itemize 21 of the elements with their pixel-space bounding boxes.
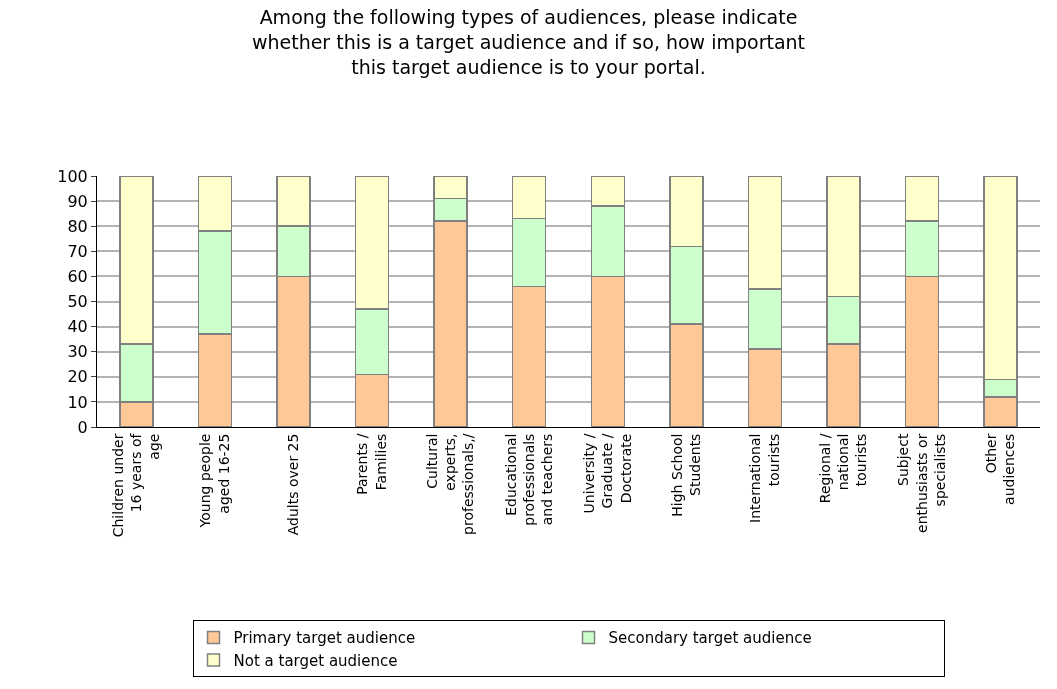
x-tick-label: Adults over 25 [285, 433, 302, 536]
y-tick-label: 0 [77, 417, 88, 437]
legend-label: Primary target audience [233, 629, 416, 648]
y-tick-label: 60 [67, 267, 88, 286]
legend-label: Secondary target audience [608, 629, 812, 648]
x-tick-label: High School Students [668, 433, 704, 517]
y-tick-label: 90 [67, 191, 88, 211]
x-tick-label: International tourists [747, 433, 782, 523]
x-tick-label: Parents / Families [354, 433, 389, 495]
y-tick-label: 10 [67, 392, 88, 412]
y-tick-label: 30 [67, 342, 88, 362]
x-tick-label: Cultural experts, professionals,/ [423, 433, 477, 535]
x-tick-label: Children under 16 years of age [109, 432, 163, 538]
y-tick-label: 100 [57, 166, 88, 186]
chart-title: Among the following types of audiences, please indicate whether this is a target audience and if so, how important this target audience is to your portal. [251, 6, 806, 78]
legend-label: Not a target audience [233, 651, 398, 670]
y-tick-label: 50 [67, 292, 88, 312]
y-tick-label: 20 [67, 367, 88, 387]
y-tick-label: 80 [67, 216, 88, 236]
y-tick-label: 70 [67, 241, 88, 261]
y-tick-label: 40 [67, 317, 88, 337]
